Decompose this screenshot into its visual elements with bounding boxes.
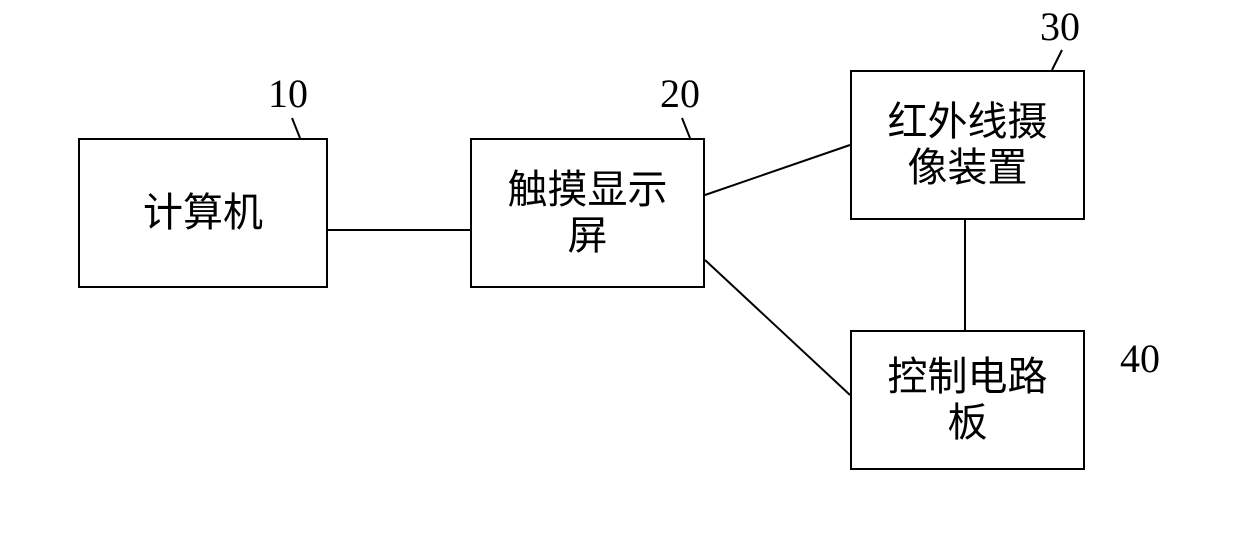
node-n10: 计算机 (78, 138, 328, 288)
node-n20: 触摸显示 屏 (470, 138, 705, 288)
label-tick (292, 118, 300, 138)
node-text: 计算机 (143, 190, 263, 236)
label-tick (682, 118, 690, 138)
ref-label-n30: 30 (1040, 3, 1080, 50)
edge (705, 260, 850, 395)
node-n40: 控制电路 板 (850, 330, 1085, 470)
node-text: 触摸显示 屏 (508, 167, 668, 259)
ref-label-n10: 10 (268, 70, 308, 117)
diagram-canvas: 计算机 触摸显示 屏 红外线摄 像装置控制电路 板 10 20 30 40 (0, 0, 1238, 545)
ref-label-n20: 20 (660, 70, 700, 117)
node-n30: 红外线摄 像装置 (850, 70, 1085, 220)
node-text: 红外线摄 像装置 (888, 99, 1048, 191)
label-tick (1052, 50, 1062, 70)
node-text: 控制电路 板 (888, 354, 1048, 446)
edge (705, 145, 850, 195)
ref-label-n40: 40 (1120, 335, 1160, 382)
